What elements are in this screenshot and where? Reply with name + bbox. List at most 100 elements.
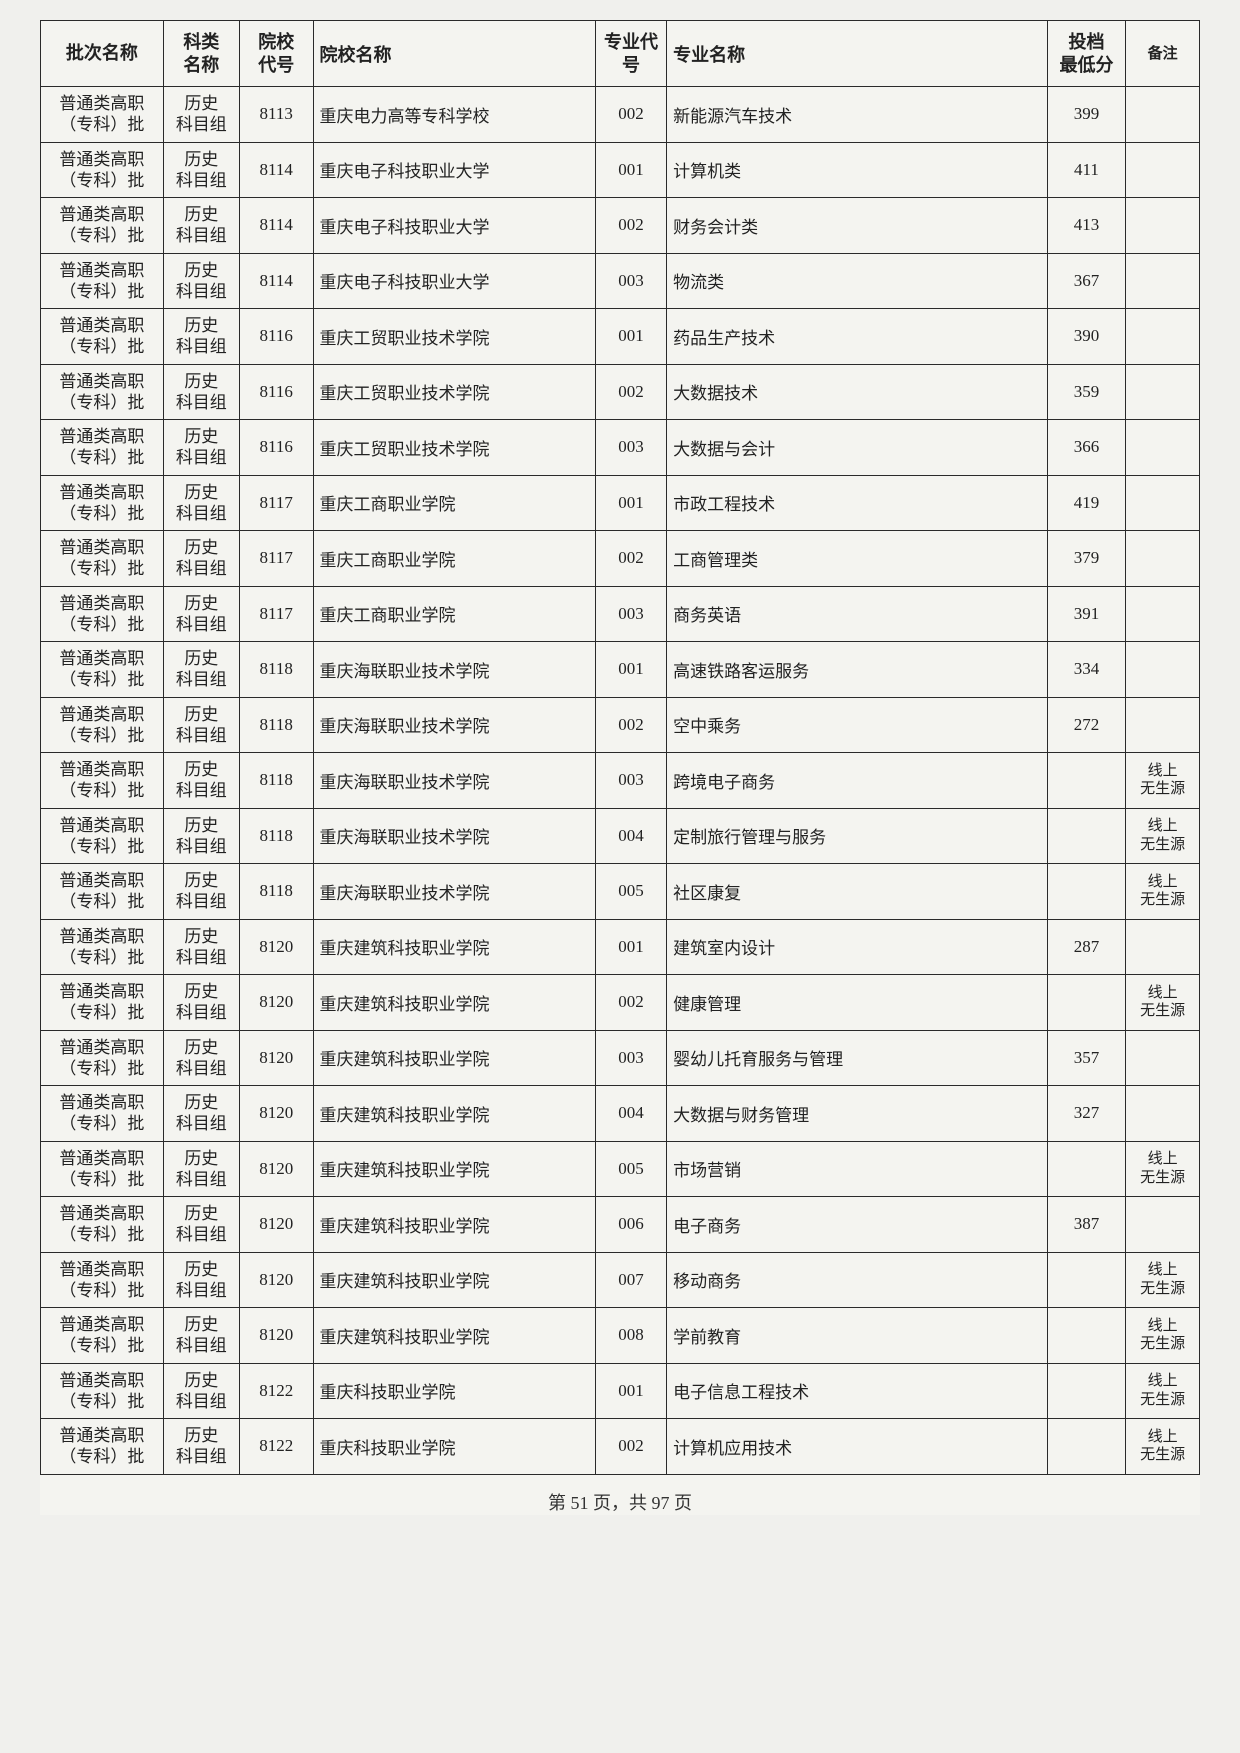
major-name-cell: 定制旅行管理与服务 bbox=[667, 808, 1048, 864]
major-code-cell: 005 bbox=[595, 1141, 666, 1197]
school-name-cell: 重庆科技职业学院 bbox=[313, 1419, 595, 1475]
score-cell: 359 bbox=[1047, 364, 1126, 420]
school-code-cell: 8118 bbox=[239, 753, 313, 809]
batch-cell: 普通类高职（专科）批 bbox=[41, 642, 164, 698]
note-cell: 线上无生源 bbox=[1126, 1363, 1200, 1419]
subject-cell: 历史科目组 bbox=[163, 1363, 239, 1419]
major-name-cell: 市场营销 bbox=[667, 1141, 1048, 1197]
subject-cell: 历史科目组 bbox=[163, 1141, 239, 1197]
score-cell: 419 bbox=[1047, 475, 1126, 531]
major-name-cell: 财务会计类 bbox=[667, 198, 1048, 254]
major-name-cell: 电子信息工程技术 bbox=[667, 1363, 1048, 1419]
school-name-cell: 重庆建筑科技职业学院 bbox=[313, 1030, 595, 1086]
header-score: 投档最低分 bbox=[1047, 21, 1126, 87]
note-cell: 线上无生源 bbox=[1126, 1141, 1200, 1197]
header-major-code: 专业代号 bbox=[595, 21, 666, 87]
major-name-cell: 药品生产技术 bbox=[667, 309, 1048, 365]
note-cell bbox=[1126, 1030, 1200, 1086]
batch-cell: 普通类高职（专科）批 bbox=[41, 309, 164, 365]
major-name-cell: 商务英语 bbox=[667, 586, 1048, 642]
school-name-cell: 重庆电子科技职业大学 bbox=[313, 142, 595, 198]
batch-cell: 普通类高职（专科）批 bbox=[41, 1308, 164, 1364]
major-code-cell: 002 bbox=[595, 198, 666, 254]
note-cell bbox=[1126, 420, 1200, 476]
note-cell bbox=[1126, 309, 1200, 365]
school-code-cell: 8116 bbox=[239, 364, 313, 420]
header-school-code: 院校代号 bbox=[239, 21, 313, 87]
table-row: 普通类高职（专科）批历史科目组8120重庆建筑科技职业学院005市场营销线上无生… bbox=[41, 1141, 1200, 1197]
major-name-cell: 婴幼儿托育服务与管理 bbox=[667, 1030, 1048, 1086]
batch-cell: 普通类高职（专科）批 bbox=[41, 364, 164, 420]
batch-cell: 普通类高职（专科）批 bbox=[41, 864, 164, 920]
major-code-cell: 004 bbox=[595, 808, 666, 864]
table-row: 普通类高职（专科）批历史科目组8118重庆海联职业技术学院003跨境电子商务线上… bbox=[41, 753, 1200, 809]
admissions-table: 批次名称 科类名称 院校代号 院校名称 专业代号 专业名称 投档最低分 备注 普… bbox=[40, 20, 1200, 1475]
batch-cell: 普通类高职（专科）批 bbox=[41, 1363, 164, 1419]
batch-cell: 普通类高职（专科）批 bbox=[41, 531, 164, 587]
score-cell: 287 bbox=[1047, 919, 1126, 975]
major-code-cell: 003 bbox=[595, 253, 666, 309]
note-cell bbox=[1126, 87, 1200, 143]
school-code-cell: 8118 bbox=[239, 642, 313, 698]
subject-cell: 历史科目组 bbox=[163, 198, 239, 254]
score-cell: 399 bbox=[1047, 87, 1126, 143]
major-name-cell: 大数据技术 bbox=[667, 364, 1048, 420]
batch-cell: 普通类高职（专科）批 bbox=[41, 1419, 164, 1475]
major-name-cell: 计算机应用技术 bbox=[667, 1419, 1048, 1475]
batch-cell: 普通类高职（专科）批 bbox=[41, 253, 164, 309]
score-cell bbox=[1047, 975, 1126, 1031]
school-name-cell: 重庆建筑科技职业学院 bbox=[313, 1197, 595, 1253]
school-name-cell: 重庆工贸职业技术学院 bbox=[313, 364, 595, 420]
school-name-cell: 重庆建筑科技职业学院 bbox=[313, 1308, 595, 1364]
subject-cell: 历史科目组 bbox=[163, 697, 239, 753]
subject-cell: 历史科目组 bbox=[163, 1308, 239, 1364]
batch-cell: 普通类高职（专科）批 bbox=[41, 919, 164, 975]
school-name-cell: 重庆建筑科技职业学院 bbox=[313, 1141, 595, 1197]
subject-cell: 历史科目组 bbox=[163, 864, 239, 920]
subject-cell: 历史科目组 bbox=[163, 1086, 239, 1142]
major-name-cell: 学前教育 bbox=[667, 1308, 1048, 1364]
major-name-cell: 市政工程技术 bbox=[667, 475, 1048, 531]
major-name-cell: 计算机类 bbox=[667, 142, 1048, 198]
school-code-cell: 8122 bbox=[239, 1419, 313, 1475]
subject-cell: 历史科目组 bbox=[163, 1197, 239, 1253]
subject-cell: 历史科目组 bbox=[163, 1030, 239, 1086]
school-code-cell: 8118 bbox=[239, 697, 313, 753]
note-cell bbox=[1126, 142, 1200, 198]
note-cell: 线上无生源 bbox=[1126, 975, 1200, 1031]
table-row: 普通类高职（专科）批历史科目组8114重庆电子科技职业大学003物流类367 bbox=[41, 253, 1200, 309]
batch-cell: 普通类高职（专科）批 bbox=[41, 198, 164, 254]
school-name-cell: 重庆海联职业技术学院 bbox=[313, 697, 595, 753]
school-name-cell: 重庆科技职业学院 bbox=[313, 1363, 595, 1419]
school-code-cell: 8114 bbox=[239, 142, 313, 198]
batch-cell: 普通类高职（专科）批 bbox=[41, 1086, 164, 1142]
page-indicator: 第 51 页，共 97 页 bbox=[40, 1489, 1200, 1515]
score-cell: 357 bbox=[1047, 1030, 1126, 1086]
major-name-cell: 社区康复 bbox=[667, 864, 1048, 920]
score-cell: 379 bbox=[1047, 531, 1126, 587]
school-code-cell: 8122 bbox=[239, 1363, 313, 1419]
major-name-cell: 高速铁路客运服务 bbox=[667, 642, 1048, 698]
major-name-cell: 电子商务 bbox=[667, 1197, 1048, 1253]
score-cell bbox=[1047, 753, 1126, 809]
batch-cell: 普通类高职（专科）批 bbox=[41, 697, 164, 753]
score-cell bbox=[1047, 808, 1126, 864]
batch-cell: 普通类高职（专科）批 bbox=[41, 1197, 164, 1253]
header-school-name: 院校名称 bbox=[313, 21, 595, 87]
major-code-cell: 004 bbox=[595, 1086, 666, 1142]
score-cell bbox=[1047, 1141, 1126, 1197]
score-cell: 413 bbox=[1047, 198, 1126, 254]
table-row: 普通类高职（专科）批历史科目组8113重庆电力高等专科学校002新能源汽车技术3… bbox=[41, 87, 1200, 143]
table-row: 普通类高职（专科）批历史科目组8120重庆建筑科技职业学院001建筑室内设计28… bbox=[41, 919, 1200, 975]
batch-cell: 普通类高职（专科）批 bbox=[41, 1030, 164, 1086]
table-row: 普通类高职（专科）批历史科目组8114重庆电子科技职业大学002财务会计类413 bbox=[41, 198, 1200, 254]
major-name-cell: 新能源汽车技术 bbox=[667, 87, 1048, 143]
score-cell bbox=[1047, 1419, 1126, 1475]
table-row: 普通类高职（专科）批历史科目组8120重庆建筑科技职业学院008学前教育线上无生… bbox=[41, 1308, 1200, 1364]
school-code-cell: 8116 bbox=[239, 309, 313, 365]
table-row: 普通类高职（专科）批历史科目组8120重庆建筑科技职业学院002健康管理线上无生… bbox=[41, 975, 1200, 1031]
table-header-row: 批次名称 科类名称 院校代号 院校名称 专业代号 专业名称 投档最低分 备注 bbox=[41, 21, 1200, 87]
table-row: 普通类高职（专科）批历史科目组8118重庆海联职业技术学院005社区康复线上无生… bbox=[41, 864, 1200, 920]
school-code-cell: 8120 bbox=[239, 1141, 313, 1197]
score-cell: 411 bbox=[1047, 142, 1126, 198]
